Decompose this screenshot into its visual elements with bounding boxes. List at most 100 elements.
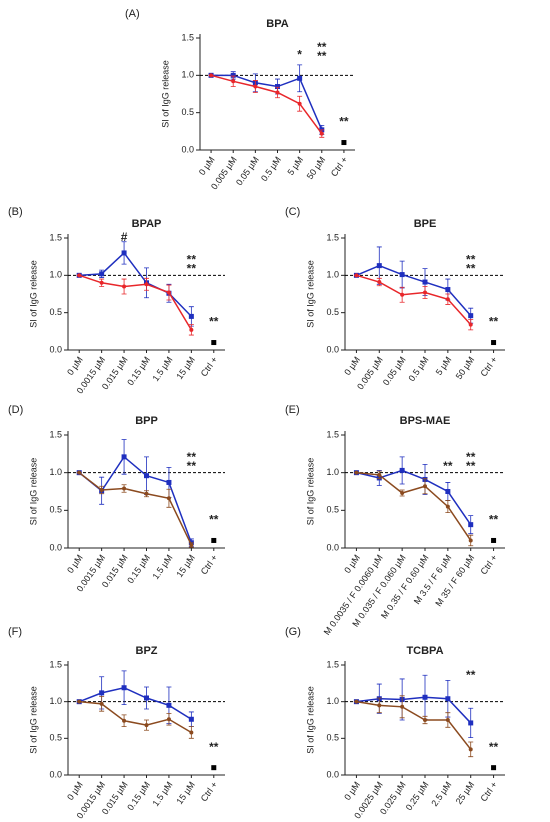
data-point — [445, 718, 450, 722]
significance-label: ** — [209, 315, 219, 329]
data-point — [253, 84, 258, 89]
y-tick-label: 1.5 — [326, 659, 339, 669]
data-point — [445, 504, 450, 509]
data-point — [99, 701, 104, 706]
data-point — [166, 717, 171, 722]
y-axis-label: SI of IgG release — [305, 458, 315, 526]
data-point — [99, 271, 105, 277]
data-point — [77, 699, 82, 704]
data-point — [77, 273, 82, 278]
y-tick-label: 1.5 — [326, 232, 339, 242]
data-point — [422, 279, 428, 285]
data-point — [400, 704, 405, 709]
x-tick-label: 5 µM — [285, 155, 305, 177]
y-tick-label: 0.5 — [326, 733, 339, 743]
data-point — [99, 690, 105, 696]
data-point — [491, 765, 497, 771]
x-tick-label: 1.5 µM — [150, 780, 174, 808]
x-tick-label: 0.05 µM — [234, 155, 261, 188]
significance-label: ** — [489, 315, 499, 329]
panel-letter: (C) — [285, 206, 300, 218]
x-tick-label: 0.15 µM — [125, 780, 152, 813]
panel-letter: (B) — [8, 206, 23, 218]
x-tick-label: 0.05 µM — [381, 355, 408, 388]
y-tick-label: 0.0 — [326, 769, 339, 779]
x-tick-label: Ctrl + — [199, 355, 220, 379]
significance-label: ** — [466, 450, 476, 464]
y-tick-label: 0.5 — [181, 107, 194, 117]
y-tick-label: 0.5 — [49, 307, 62, 317]
data-point — [144, 473, 149, 479]
data-point — [354, 699, 359, 704]
x-tick-label: 0.15 µM — [125, 355, 152, 388]
data-point — [275, 90, 280, 95]
series-line — [356, 469, 472, 526]
significance-label: ** — [489, 740, 499, 754]
series-line — [78, 472, 193, 546]
data-point — [144, 491, 149, 496]
data-point — [166, 479, 172, 485]
chart-title: BPAP — [132, 218, 162, 230]
series-line — [78, 455, 193, 543]
data-point — [400, 292, 405, 297]
series-line — [79, 700, 192, 734]
data-point — [211, 340, 217, 346]
data-point — [189, 327, 194, 332]
data-point — [377, 472, 382, 477]
chart-title: BPE — [414, 218, 437, 230]
series-line — [210, 74, 323, 135]
panel-letter: (A) — [125, 8, 140, 20]
y-axis-label: SI of IgG release — [28, 458, 38, 526]
panel-letter: (D) — [8, 404, 23, 416]
x-tick-label: 0 µM — [65, 355, 85, 377]
data-point — [99, 280, 104, 285]
significance-label: ** — [443, 459, 453, 473]
significance-label: ** — [466, 668, 476, 682]
data-point — [445, 489, 451, 494]
data-point — [354, 470, 359, 475]
y-tick-label: 1.5 — [49, 232, 62, 242]
x-tick-label: 0 µM — [65, 780, 85, 802]
data-point — [211, 537, 217, 543]
x-tick-label: 2.5 µM — [429, 780, 453, 808]
panel: (C) BPE SI of IgG release 0.0 0.5 1.0 1.5 0 µM 0… — [285, 206, 505, 391]
panel: (D) BPP SI of IgG release 0.0 0.5 1.0 1.5 0 µM 0… — [8, 404, 225, 594]
data-point — [423, 290, 427, 295]
y-tick-label: 1.5 — [181, 32, 194, 42]
data-point — [468, 538, 473, 543]
y-axis-label: SI of IgG release — [28, 686, 38, 754]
y-axis-label: SI of IgG release — [28, 260, 38, 328]
significance-label: * — [297, 47, 302, 61]
data-point — [468, 322, 473, 327]
data-point — [468, 313, 474, 319]
x-tick-label: 1.5 µM — [150, 355, 174, 383]
x-tick-label: 50 µM — [305, 155, 328, 181]
significance-label: ** — [317, 40, 327, 54]
y-axis-label: SI of IgG release — [305, 260, 315, 328]
chart-title: BPP — [135, 415, 158, 427]
series-line — [211, 74, 323, 131]
data-point — [122, 284, 127, 289]
y-tick-label: 0.0 — [181, 144, 194, 154]
data-point — [423, 718, 427, 722]
y-tick-label: 1.5 — [49, 429, 62, 439]
data-point — [297, 101, 302, 106]
data-point — [122, 718, 127, 723]
data-point — [121, 454, 127, 460]
y-tick-label: 1.0 — [326, 696, 339, 706]
data-point — [400, 491, 405, 496]
y-tick-label: 0.0 — [326, 344, 339, 354]
y-tick-label: 1.0 — [49, 467, 62, 477]
data-point — [275, 84, 280, 90]
x-tick-label: 0 µM — [197, 155, 217, 177]
y-tick-label: 1.0 — [181, 70, 194, 80]
significance-label: ** — [209, 740, 219, 754]
panel-letter: (G) — [285, 626, 301, 638]
data-point — [468, 522, 474, 528]
series-line — [78, 274, 192, 331]
data-point — [319, 131, 324, 136]
data-point — [144, 695, 149, 701]
x-tick-label: 0 µM — [342, 553, 362, 575]
data-point — [377, 280, 382, 285]
